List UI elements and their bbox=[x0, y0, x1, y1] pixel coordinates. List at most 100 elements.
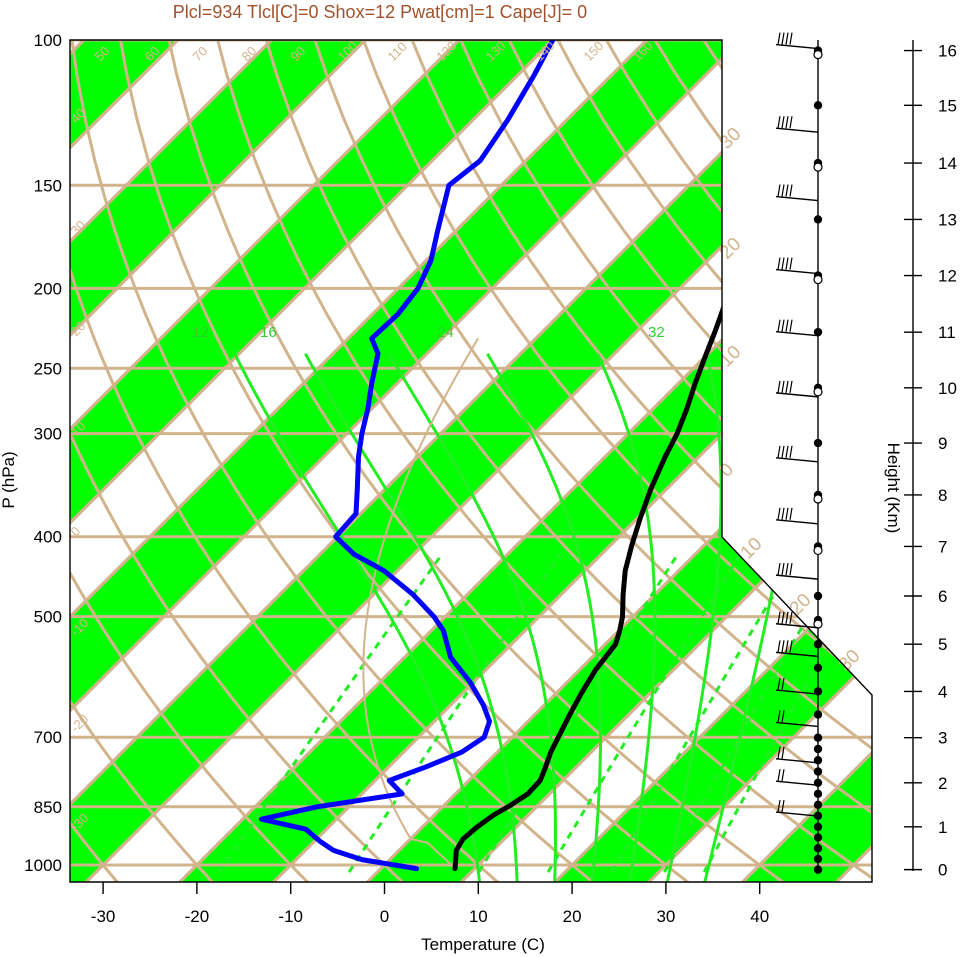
pressure-tick-label: 500 bbox=[34, 608, 62, 627]
wind-barb bbox=[775, 799, 819, 817]
height-tick-label: 2 bbox=[938, 774, 947, 793]
wind-barb-flag bbox=[785, 445, 789, 458]
isotherm-line bbox=[70, 40, 831, 882]
pressure-tick-label: 1000 bbox=[24, 856, 62, 875]
wind-barb-flag bbox=[777, 746, 781, 759]
dry-adiabat-line bbox=[70, 40, 134, 882]
wind-barb-flag bbox=[785, 184, 789, 197]
wind-barb-flag bbox=[785, 380, 789, 393]
height-tick-label: 3 bbox=[938, 729, 947, 748]
wind-level-open-dot bbox=[813, 494, 823, 504]
wind-barb-flag bbox=[785, 611, 789, 624]
wind-barb-flag bbox=[781, 746, 785, 759]
temperature-tick-label: 10 bbox=[469, 907, 488, 926]
wind-barb-flag bbox=[781, 507, 785, 520]
wind-barb-flag bbox=[789, 640, 793, 653]
wind-barb-flag bbox=[781, 563, 785, 576]
height-tick-label: 1 bbox=[938, 818, 947, 837]
mixing-ratio-labels: 12 16 24 32 bbox=[192, 324, 665, 341]
mix-label-12: 12 bbox=[192, 324, 209, 341]
parcel-line bbox=[362, 337, 479, 870]
wind-barb bbox=[775, 32, 819, 50]
wind-barb bbox=[775, 380, 819, 398]
wind-level-open-dot bbox=[813, 274, 823, 285]
wind-barb-flag bbox=[777, 677, 781, 691]
wind-barb-flag bbox=[777, 32, 781, 45]
wind-barb-staff bbox=[775, 127, 819, 133]
wind-level-open-dot bbox=[813, 387, 823, 397]
mixing-ratio-line bbox=[347, 553, 562, 873]
wind-barb-flag bbox=[785, 640, 789, 653]
isotherm-line bbox=[70, 40, 872, 882]
temperature-axis: Temperature (C) -30 -20 -10 0 10 20 30 40 bbox=[91, 882, 769, 954]
wind-level-dot bbox=[813, 844, 823, 853]
wind-level-dot bbox=[813, 865, 823, 874]
pressure-tick-label: 700 bbox=[34, 728, 62, 747]
pressure-tick-label: 400 bbox=[34, 528, 62, 547]
wind-barb bbox=[775, 640, 819, 658]
wind-barb-flag bbox=[777, 184, 781, 197]
isotherm-line bbox=[70, 40, 644, 882]
wind-barb-flag bbox=[789, 184, 793, 197]
pressure-axis: P (hPa) 100 150 200 250 300 400 500 700 850 1000 bbox=[0, 31, 62, 875]
wind-barb-staff bbox=[775, 43, 819, 50]
moist-adiabat-line bbox=[595, 353, 657, 882]
mix-label-16: 16 bbox=[260, 324, 277, 341]
wind-level-open-dot bbox=[813, 545, 823, 556]
temperature-band bbox=[70, 40, 872, 882]
isotherm-line bbox=[70, 40, 738, 882]
wind-barb-staff bbox=[775, 780, 819, 786]
wind-barb bbox=[775, 563, 819, 580]
wind-barb bbox=[775, 710, 819, 728]
wind-barb-staff bbox=[775, 758, 819, 764]
wind-level-dot bbox=[813, 778, 823, 788]
wind-barb-flag bbox=[781, 769, 785, 782]
height-tick-label: 10 bbox=[938, 379, 957, 398]
wind-barb-flag bbox=[781, 611, 785, 624]
temperature-tick-label: 0 bbox=[380, 907, 389, 926]
wind-level-dot bbox=[813, 854, 823, 864]
height-tick-label: 7 bbox=[938, 537, 947, 556]
wind-barb-flag bbox=[789, 319, 793, 332]
mixing-ratio-line bbox=[663, 553, 847, 873]
chart-title: Plcl=934 Tlcl[C]=0 Shox=12 Pwat[cm]=1 Ca… bbox=[173, 2, 587, 22]
wind-barb-flag bbox=[789, 380, 793, 393]
moist-adiabat-line bbox=[665, 353, 723, 882]
temperature-tick-label: 30 bbox=[656, 907, 675, 926]
pressure-axis-title: P (hPa) bbox=[0, 451, 18, 508]
wind-barb-flag bbox=[777, 563, 781, 576]
wind-barb bbox=[775, 319, 819, 337]
wind-barb-flag bbox=[777, 445, 781, 458]
wind-barb-flag bbox=[785, 116, 789, 129]
wind-barb-flag bbox=[789, 611, 793, 624]
wind-barb bbox=[775, 769, 819, 786]
moist-adiabat-line bbox=[387, 352, 557, 882]
wind-level-open-dot bbox=[813, 619, 823, 629]
temperature-tick-label: -30 bbox=[91, 907, 116, 926]
wind-barb-flag bbox=[781, 710, 785, 723]
wind-level-dot bbox=[813, 744, 823, 754]
mixing-ratio-line bbox=[217, 553, 444, 873]
wind-barb-flag bbox=[777, 116, 781, 129]
wind-barb-staff bbox=[775, 392, 819, 398]
wind-barb-flag bbox=[785, 319, 789, 332]
wind-barb bbox=[775, 507, 819, 525]
mix-label-32: 32 bbox=[648, 324, 665, 341]
isotherm-line bbox=[505, 40, 872, 882]
pressure-tick-label: 200 bbox=[34, 279, 62, 298]
wind-level-dot bbox=[813, 663, 823, 673]
height-axis-title: Height (Km) bbox=[884, 443, 903, 534]
wind-barb-flag bbox=[777, 257, 781, 270]
wind-level-dot bbox=[813, 767, 823, 776]
wind-level-open-dot bbox=[813, 49, 823, 60]
wind-barb-flag bbox=[781, 799, 785, 813]
wind-level-dot bbox=[813, 215, 823, 224]
wind-barb-staff bbox=[775, 721, 819, 728]
height-tick-label: 11 bbox=[938, 323, 956, 342]
wind-level-dot bbox=[813, 833, 823, 842]
wind-barb-flag bbox=[781, 677, 785, 691]
wind-level-dot bbox=[813, 438, 823, 448]
mix-label-24: 24 bbox=[437, 324, 454, 341]
